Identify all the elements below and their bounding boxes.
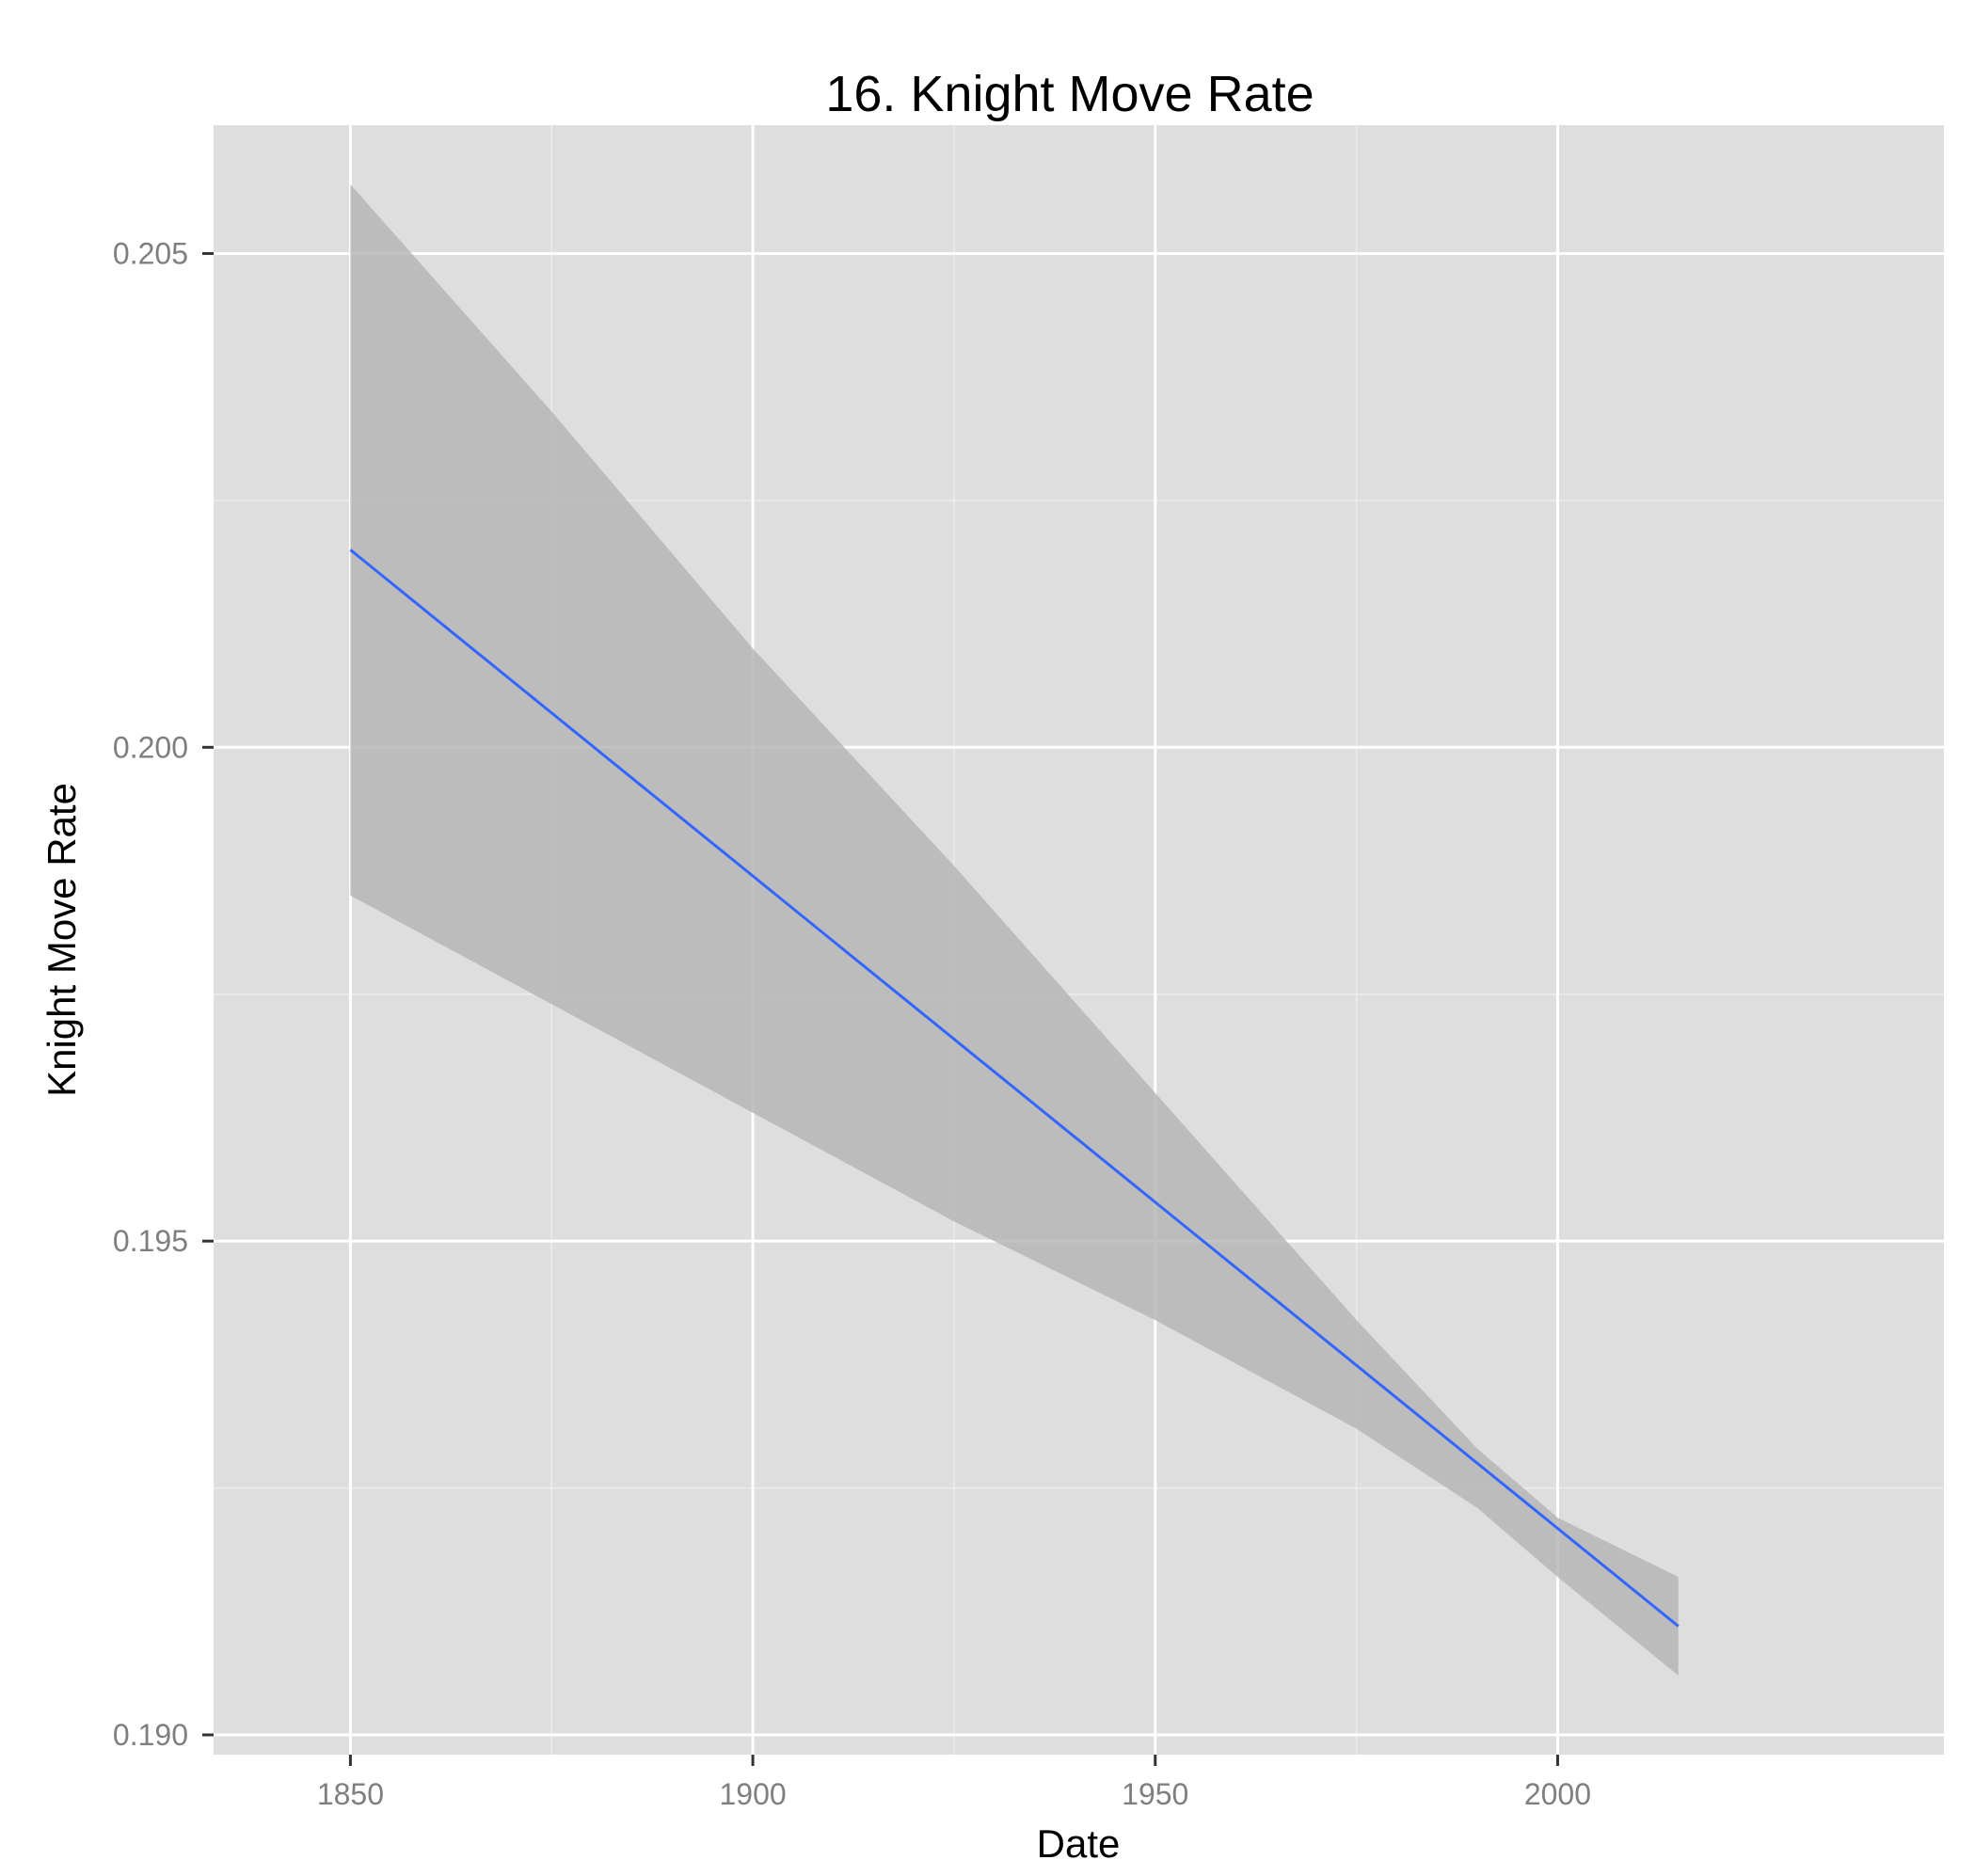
y-axis: 0.190 0.195 0.200 0.205 <box>113 236 214 1752</box>
y-tick-label: 0.195 <box>113 1224 188 1258</box>
y-tick-label: 0.190 <box>113 1718 188 1752</box>
x-axis: 1850 1900 1950 2000 <box>317 1755 1591 1811</box>
major-gridlines <box>214 125 1944 1755</box>
trend-line <box>349 548 1680 1628</box>
x-axis-title: Date <box>1037 1821 1121 1866</box>
y-axis-title: Knight Move Rate <box>40 783 84 1097</box>
x-tick-label: 1900 <box>719 1777 786 1811</box>
confidence-band <box>350 184 1679 1676</box>
chart-title: 16. Knight Move Rate <box>825 66 1314 122</box>
x-tick-label: 2000 <box>1524 1777 1591 1811</box>
x-tick-label: 1850 <box>317 1777 384 1811</box>
x-tick-label: 1950 <box>1122 1777 1188 1811</box>
y-tick-label: 0.200 <box>113 730 188 764</box>
y-tick-label: 0.205 <box>113 236 188 270</box>
